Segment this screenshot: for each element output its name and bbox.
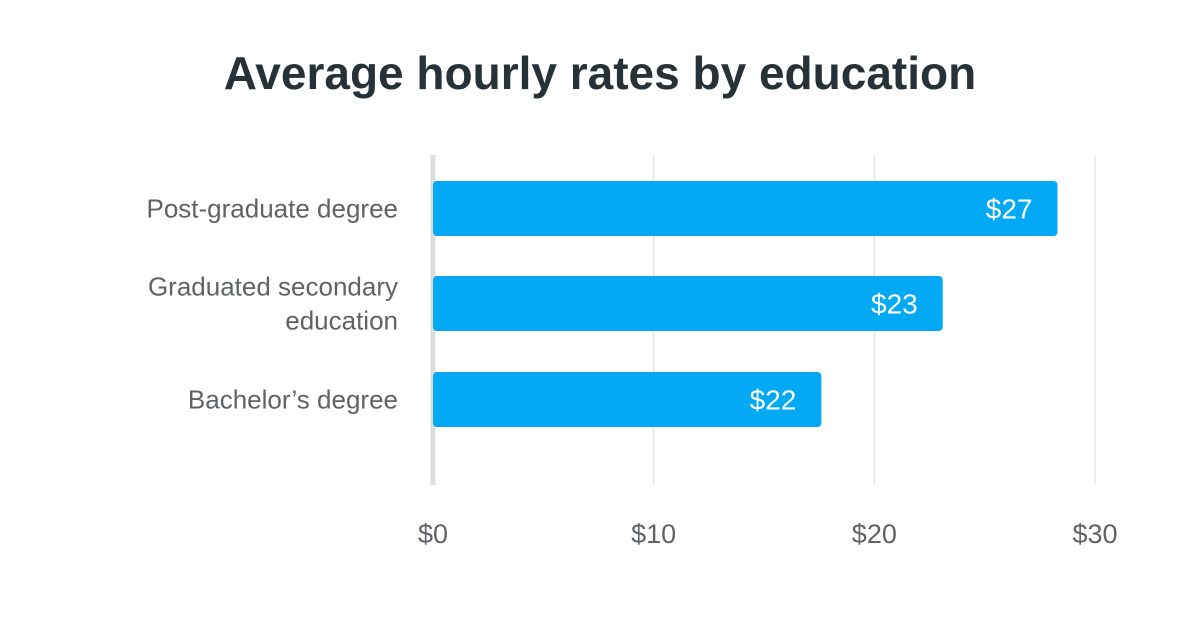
bar [433,276,943,331]
x-tick-label: $20 [852,519,897,549]
chart-title: Average hourly rates by education [223,47,977,99]
bar-value-label: $22 [750,385,797,416]
bar-value-label: $23 [871,289,918,320]
x-tick-label: $10 [631,519,676,549]
category-label: Bachelor’s degree [188,385,398,415]
x-tick-label: $0 [418,519,448,549]
category-label: Graduated secondary [148,272,398,302]
category-label: education [285,306,398,336]
bar-value-label: $27 [986,194,1033,225]
category-label: Post-graduate degree [146,194,398,224]
bar [433,181,1058,236]
bar [433,372,822,427]
x-tick-label: $30 [1072,519,1117,549]
